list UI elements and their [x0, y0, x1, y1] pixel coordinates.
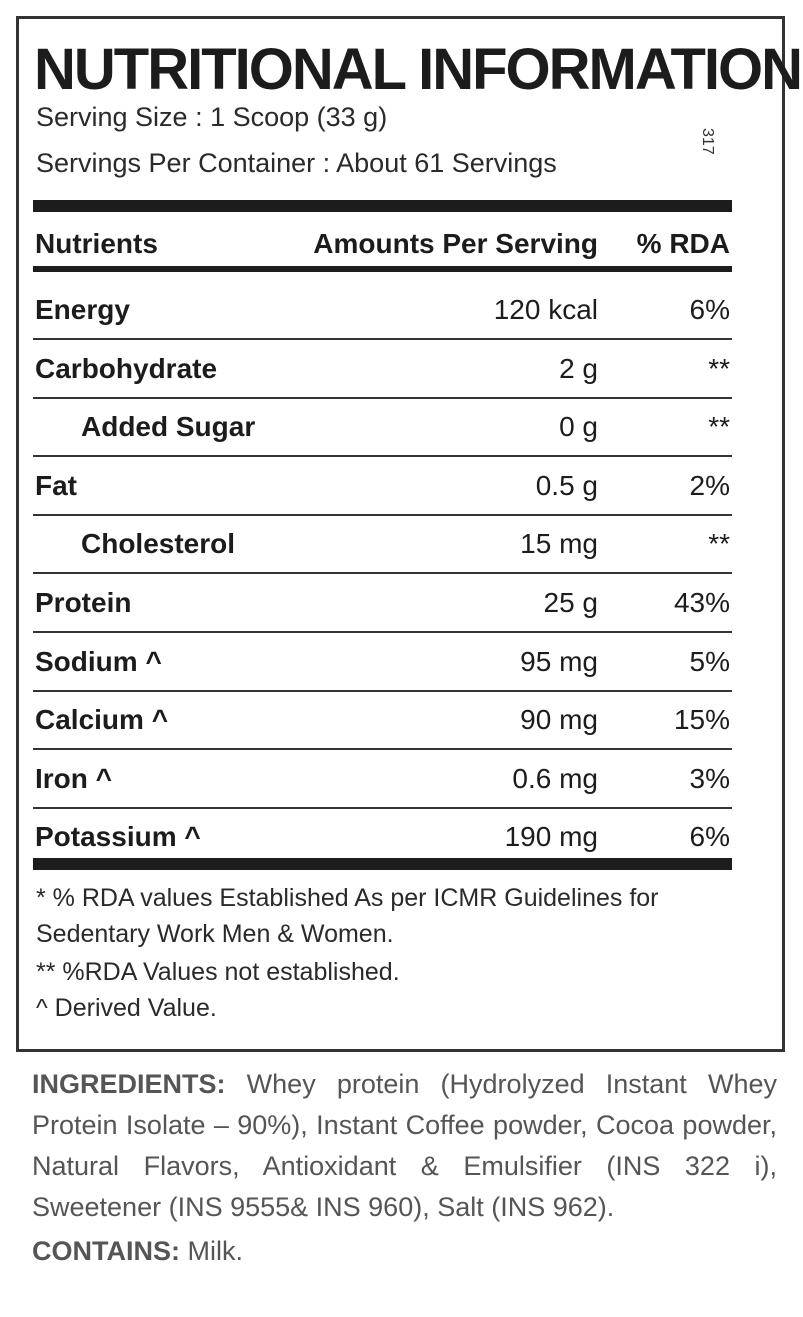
row-divider — [33, 455, 732, 458]
nutrient-name: Calcium ^ — [35, 704, 169, 736]
nutrient-rda: 3% — [689, 762, 730, 794]
note-rda-source: * % RDA values Established As per ICMR G… — [36, 884, 659, 912]
serving-size: Serving Size : 1 Scoop (33 g) — [36, 102, 388, 132]
nutrient-row: Iron ^ 0.6 mg 3% — [33, 751, 732, 809]
panel-title: NUTRITIONAL INFORMATION — [34, 37, 803, 102]
row-divider — [33, 689, 732, 692]
nutrient-row: Calcium ^ 90 mg 15% — [33, 692, 732, 751]
nutrient-rda: ** — [708, 352, 730, 384]
nutrition-panel — [16, 16, 785, 1052]
header-rule — [33, 266, 732, 272]
nutrient-name: Cholesterol — [81, 528, 236, 560]
nutrient-name: Potassium ^ — [35, 821, 201, 853]
ingredients-label: INGREDIENTS: — [32, 1069, 226, 1099]
nutrient-amount: 0 g — [559, 411, 598, 443]
row-divider — [33, 631, 732, 633]
ingredients-block: INGREDIENTS: Whey protein (Hydrolyzed In… — [32, 1064, 777, 1228]
nutrient-rda: ** — [708, 411, 730, 443]
nutrient-row: Sodium ^ 95 mg 5% — [33, 634, 732, 692]
nutrient-rda: 15% — [673, 704, 730, 736]
side-code: 317 — [699, 128, 716, 155]
nutrient-amount: 2 g — [559, 352, 598, 384]
nutrient-name: Protein — [35, 587, 132, 618]
header-amount: Amounts Per Serving — [313, 228, 598, 259]
ingredients-text: Whey protein (Hydrolyzed Instant Whey Pr… — [32, 1069, 777, 1222]
nutrient-rda: 6% — [689, 294, 730, 325]
nutrient-rda: 2% — [689, 469, 730, 501]
nutrient-amount: 90 mg — [520, 704, 598, 736]
nutrient-amount: 0.6 mg — [512, 762, 598, 794]
nutrient-name: Iron ^ — [35, 762, 113, 794]
nutrient-row: Potassium ^ 190 mg 6% — [33, 809, 732, 867]
nutrient-row: Energy 120 kcal 6% — [33, 282, 732, 340]
header-rda: % RDA — [636, 228, 730, 259]
nutrient-name: Sodium ^ — [35, 645, 162, 677]
nutrient-rda: 5% — [689, 645, 730, 677]
note-derived-value: ^ Derived Value. — [36, 994, 217, 1022]
nutrient-amount: 0.5 g — [535, 469, 598, 501]
row-divider — [33, 338, 732, 340]
nutrient-row: Protein 25 g 43% — [33, 575, 732, 633]
nutrient-name: Added Sugar — [81, 411, 256, 443]
contains-text: Milk. — [187, 1236, 244, 1266]
note-rda-source-cont: Sedentary Work Men & Women. — [36, 920, 394, 948]
row-divider — [33, 513, 732, 516]
nutrient-name: Energy — [35, 294, 130, 325]
table-top-rule — [33, 200, 732, 212]
nutrient-amount: 190 mg — [504, 821, 598, 853]
servings-per-container: Servings Per Container : About 61 Servin… — [36, 148, 557, 178]
table-header: Nutrients Amounts Per Serving % RDA — [33, 214, 732, 264]
nutrient-amount: 95 mg — [520, 645, 598, 677]
nutrient-rda: 6% — [689, 821, 730, 853]
nutrient-rda: 43% — [673, 587, 730, 618]
nutrient-row: Cholesterol 15 mg ** — [33, 516, 732, 575]
note-rda-not-established: ** %RDA Values not established. — [36, 958, 400, 986]
row-divider — [33, 572, 732, 575]
nutrient-name: Fat — [35, 469, 77, 501]
header-nutrients: Nutrients — [35, 228, 158, 259]
row-divider — [33, 396, 732, 399]
contains-block: CONTAINS: Milk. — [32, 1236, 243, 1267]
table-bottom-rule — [33, 858, 732, 870]
contains-label: CONTAINS: — [32, 1236, 180, 1266]
nutrient-row: Fat 0.5 g 2% — [33, 458, 732, 516]
nutrient-amount: 25 g — [543, 587, 599, 618]
nutrient-amount: 15 mg — [520, 528, 598, 560]
nutrient-rda: ** — [708, 528, 730, 560]
nutrient-row: Carbohydrate 2 g ** — [33, 341, 732, 399]
row-divider — [33, 748, 732, 751]
nutrient-name: Carbohydrate — [35, 352, 218, 384]
nutrient-amount: 120 kcal — [493, 294, 598, 325]
row-divider — [33, 806, 732, 809]
nutrient-row: Added Sugar 0 g ** — [33, 399, 732, 458]
